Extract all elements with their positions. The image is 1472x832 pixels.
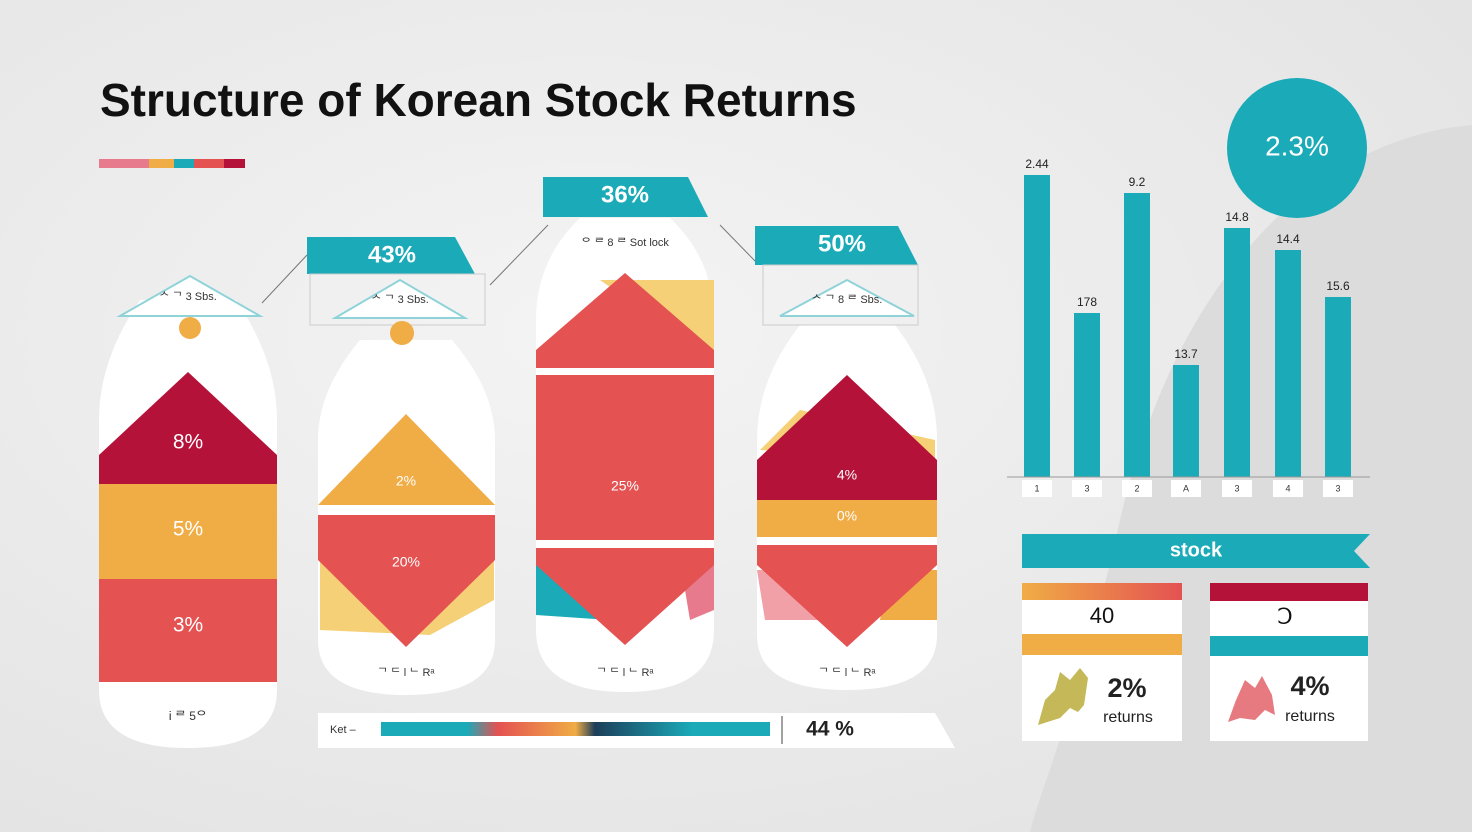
progress-label: Ket – — [330, 724, 357, 736]
tick-box — [1022, 480, 1052, 497]
mountain — [1228, 676, 1275, 722]
card-value: 4% — [1290, 671, 1329, 701]
segment-label: 4% — [837, 467, 857, 483]
x-tick-label: 3 — [1335, 483, 1340, 493]
x-tick-label: 3 — [1234, 483, 1239, 493]
segment — [318, 414, 495, 505]
footer-text: ᄀ ᄃ l ᄂ Rᵃ — [377, 667, 435, 679]
tick-box — [1323, 480, 1353, 497]
card-caption: returns — [1285, 708, 1335, 725]
segment — [99, 372, 277, 484]
label-card — [331, 278, 469, 319]
card-header: 40 — [1090, 603, 1114, 628]
dot — [179, 317, 201, 339]
bar-label: 9.2 — [1129, 175, 1146, 189]
mountain — [1038, 668, 1088, 725]
bar — [1275, 250, 1301, 477]
highlight-value: 2.3% — [1265, 130, 1329, 161]
segment — [757, 500, 937, 537]
segment-label: 0% — [837, 508, 857, 524]
segment-label: 5% — [173, 518, 203, 541]
bar-label: 14.8 — [1225, 210, 1249, 224]
x-tick-label: 2 — [1134, 483, 1139, 493]
bar — [1074, 313, 1100, 477]
banner-label: 36% — [601, 181, 649, 208]
banner — [307, 237, 475, 274]
segment-label: 2% — [396, 473, 416, 489]
tick-box — [1273, 480, 1303, 497]
x-tick-label: 4 — [1285, 483, 1290, 493]
bar-label: 15.6 — [1326, 279, 1350, 293]
segment — [757, 375, 937, 500]
segment — [536, 375, 714, 540]
bar-label: 178 — [1077, 295, 1097, 309]
dot — [390, 321, 414, 345]
bar — [1325, 297, 1351, 477]
card-text: ᄉ ᄀ 8 ᄅ Sbs. — [812, 293, 883, 306]
segment — [757, 545, 937, 647]
tick-box — [1222, 480, 1252, 497]
x-tick-label: 3 — [1084, 483, 1089, 493]
segment — [99, 579, 277, 682]
segment-label: 25% — [611, 478, 639, 494]
banner-label: 50% — [818, 230, 866, 257]
progress-value: 44 % — [806, 718, 854, 741]
footer-text: Ꭵ ᄅ 5ᄋ — [169, 709, 207, 723]
card-header: Ↄ — [1277, 604, 1292, 629]
footer-text: ᄀ ᄃ l ᄂ Rᵃ — [818, 667, 876, 679]
tick-box — [1072, 480, 1102, 497]
tick-box — [1171, 480, 1201, 497]
segment — [318, 515, 495, 647]
highlight-circle — [1227, 78, 1367, 218]
banner — [543, 177, 708, 217]
bar — [1173, 365, 1199, 477]
card-caption: returns — [1103, 709, 1153, 726]
bar — [1124, 193, 1150, 477]
stock-title: stock — [1170, 539, 1223, 561]
segment-label: 20% — [392, 554, 420, 570]
x-tick-label: 1 — [1034, 483, 1039, 493]
tick-box — [1122, 480, 1152, 497]
banner-label: 43% — [368, 241, 416, 268]
stock-banner — [1022, 534, 1370, 568]
bar-label: 13.7 — [1174, 347, 1198, 361]
segment-label: 3% — [173, 614, 203, 637]
bar-label: 2.44 — [1025, 157, 1049, 171]
card-value: 2% — [1107, 673, 1146, 703]
label-card — [116, 274, 264, 317]
banner — [755, 226, 918, 265]
bar — [1224, 228, 1250, 477]
segment — [536, 273, 714, 368]
segment — [99, 484, 277, 579]
footer-text: ᄀ ᄃ l ᄂ Rᵃ — [596, 667, 654, 679]
bar — [1024, 175, 1050, 477]
progress-bar — [381, 722, 770, 736]
card-text: ᄋ ᄅ 8 ᄅ Sot lock — [581, 237, 669, 249]
x-tick-label: A — [1183, 483, 1189, 493]
segment-label: 8% — [173, 431, 203, 454]
card-text: ᄉ ᄀ 3 Sbs. — [159, 290, 217, 303]
segment — [536, 548, 714, 645]
title: Structure of Korean Stock Returns — [100, 74, 857, 126]
card-text: ᄉ ᄀ 3 Sbs. — [371, 293, 429, 306]
label-card — [779, 278, 915, 317]
bar-label: 14.4 — [1276, 232, 1300, 246]
